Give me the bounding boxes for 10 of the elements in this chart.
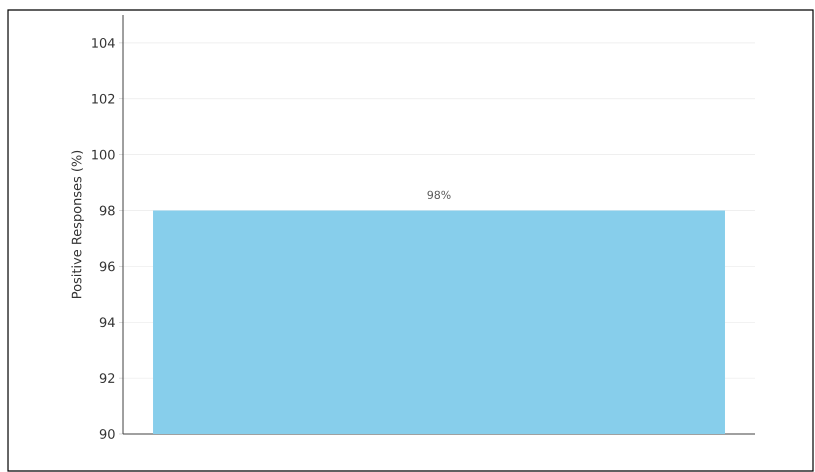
y-tick-label: 98	[100, 206, 115, 216]
y-tick-label: 96	[100, 261, 115, 272]
y-tick-label: 104	[92, 38, 115, 48]
data-label: 98%	[428, 190, 451, 199]
y-tick-label: 94	[100, 317, 115, 328]
y-tick-label: 92	[100, 373, 114, 384]
y-tick-label: 90	[100, 429, 115, 439]
y-tick-label: 100	[92, 150, 115, 160]
y-tick-label: 102	[92, 94, 114, 104]
y-axis-title: Positive Responses (%)	[71, 150, 84, 298]
